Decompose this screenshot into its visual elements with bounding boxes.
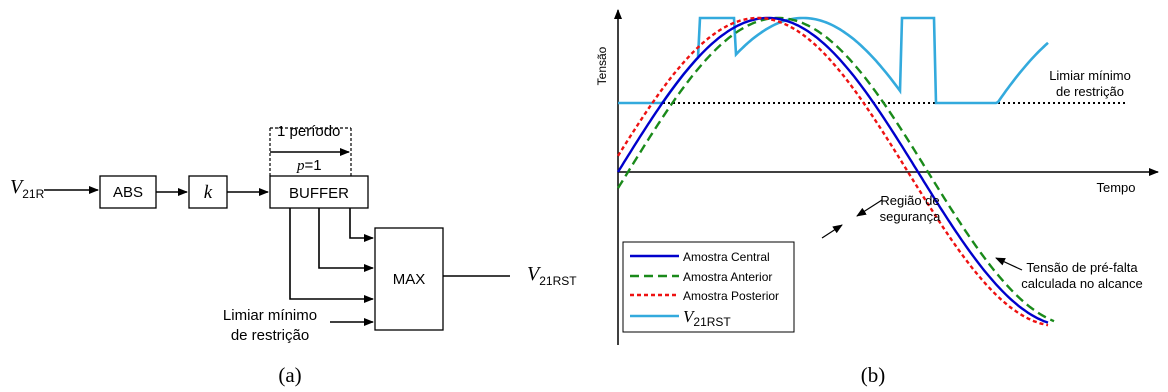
output-signal-label: V21RST (527, 263, 577, 288)
buffer-block-label: BUFFER (289, 185, 349, 202)
svg-text:Amostra Central: Amostra Central (683, 250, 770, 264)
input-signal-label: V21R (10, 176, 45, 201)
gain-k-label: k (204, 182, 213, 203)
caption-b: (b) (861, 363, 886, 387)
safety-region-line2: segurança (880, 209, 941, 224)
safety-region-line1: Região de (880, 193, 939, 208)
threshold-text-line1: Limiar mínimo (1049, 68, 1131, 83)
svg-text:Amostra Anterior: Amostra Anterior (683, 270, 772, 284)
panel-b-waveform-plot: Tensão Tempo Limiar mínimo de restrição … (595, 9, 1159, 387)
legend-item-central: Amostra Central (630, 250, 770, 264)
svg-text:V21RST: V21RST (683, 307, 731, 329)
legend-item-posterior: Amostra Posterior (630, 289, 779, 303)
period-label: 1 período (277, 123, 340, 140)
amostra-posterior-curve (616, 16, 1049, 327)
amostra-central-curve (616, 16, 1049, 324)
max-block-label: MAX (393, 271, 426, 288)
threshold-label-line1: Limiar mínimo (223, 307, 317, 324)
buffer-tap-1 (349, 208, 374, 242)
threshold-text-line2: de restrição (1056, 84, 1124, 99)
x-axis-label: Tempo (1096, 180, 1135, 195)
prefault-line1: Tensão de pré-falta (1026, 260, 1138, 275)
safety-arrow-upper (856, 199, 883, 217)
panel-a-block-diagram: V21R ABS k BUFFER 1 período p=1 Limiar m… (10, 123, 577, 387)
legend-item-v21rst: V21RST (630, 307, 731, 329)
svg-text:Amostra Posterior: Amostra Posterior (683, 289, 779, 303)
amostra-anterior-curve (616, 16, 1055, 323)
y-axis-label: Tensão (595, 46, 609, 85)
max-block (374, 227, 444, 331)
prefault-arrow (995, 257, 1023, 271)
caption-a: (a) (278, 363, 301, 387)
legend-item-anterior: Amostra Anterior (630, 270, 772, 284)
buffer-block (269, 175, 369, 209)
buffer-tap-3 (289, 208, 374, 303)
p-equals-label: p=1 (296, 157, 322, 174)
safety-arrow-lower (821, 224, 843, 239)
abs-block-label: ABS (113, 184, 143, 201)
buffer-tap-2 (318, 208, 374, 272)
prefault-line2: calculada no alcance (1021, 276, 1142, 291)
threshold-label-line2: de restrição (231, 327, 309, 344)
